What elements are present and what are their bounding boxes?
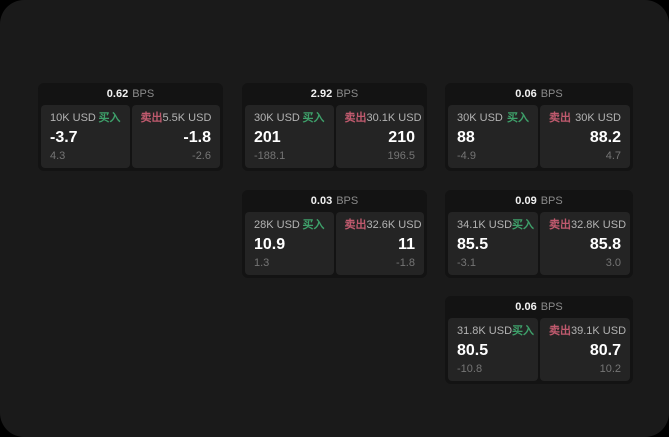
buy-side-label: 买入 (512, 325, 535, 337)
buy-quote-panel[interactable]: 10K USD 买入 -3.7 4.3 (41, 105, 130, 168)
bps-unit-label: BPS (540, 300, 563, 313)
bps-unit-label: BPS (540, 87, 563, 100)
quote-card: 0.09 BPS 34.1K USD 买入 85.5 -3.1 卖出 32.8K… (445, 190, 633, 278)
buy-side-label: 买入 (302, 219, 325, 231)
sell-delta: 10.2 (599, 363, 621, 375)
bps-unit-label: BPS (336, 87, 359, 100)
quote-card: 0.06 BPS 30K USD 买入 88 -4.9 卖出 30K USD (445, 83, 633, 171)
card-body: 10K USD 买入 -3.7 4.3 卖出 5.5K USD -1.8 -2.… (38, 104, 223, 171)
sell-price: 80.7 (589, 341, 621, 359)
buy-quote-panel[interactable]: 34.1K USD 买入 85.5 -3.1 (448, 212, 538, 275)
bps-unit-label: BPS (336, 194, 359, 207)
buy-delta: 1.3 (254, 257, 270, 269)
sell-amount: 30K USD (575, 112, 621, 124)
buy-amount: 10K USD (50, 112, 96, 124)
bps-value: 0.06 (515, 87, 537, 100)
card-body: 30K USD 买入 88 -4.9 卖出 30K USD 88.2 4.7 (445, 104, 633, 171)
buy-side-label: 买入 (302, 112, 325, 124)
bps-unit-label: BPS (540, 194, 563, 207)
sell-quote-panel[interactable]: 卖出 39.1K USD 80.7 10.2 (540, 318, 630, 381)
card-body: 30K USD 买入 201 -188.1 卖出 30.1K USD 210 1… (242, 104, 427, 171)
sell-delta: -2.6 (192, 150, 211, 162)
buy-price: 85.5 (457, 235, 489, 253)
sell-side-label: 卖出 (549, 325, 571, 337)
buy-delta: -4.9 (457, 150, 476, 162)
bps-header: 0.62 BPS (38, 83, 223, 104)
buy-quote-panel[interactable]: 30K USD 买入 201 -188.1 (245, 105, 334, 168)
card-body: 28K USD 买入 10.9 1.3 卖出 32.6K USD 11 -1.8 (242, 211, 427, 278)
bps-value: 0.09 (515, 194, 537, 207)
bps-header: 2.92 BPS (242, 83, 427, 104)
buy-price: -3.7 (50, 128, 78, 146)
sell-delta: 3.0 (605, 257, 621, 269)
sell-delta: 196.5 (387, 150, 415, 162)
buy-side-label: 买入 (512, 219, 535, 231)
buy-quote-panel[interactable]: 31.8K USD 买入 80.5 -10.8 (448, 318, 538, 381)
bps-value: 0.06 (515, 300, 537, 313)
sell-quote-panel[interactable]: 卖出 32.8K USD 85.8 3.0 (540, 212, 630, 275)
sell-delta: 4.7 (605, 150, 621, 162)
buy-price: 80.5 (457, 341, 489, 359)
sell-quote-panel[interactable]: 卖出 30.1K USD 210 196.5 (335, 105, 424, 168)
sell-side-label: 卖出 (549, 219, 571, 231)
bps-value: 0.62 (106, 87, 129, 100)
sell-price: 85.8 (589, 235, 621, 253)
quote-card: 2.92 BPS 30K USD 买入 201 -188.1 卖出 30.1K … (242, 83, 427, 171)
buy-side-label: 买入 (507, 112, 529, 124)
buy-side-label: 买入 (98, 112, 121, 124)
sell-amount: 30.1K USD (366, 112, 422, 124)
buy-delta: 4.3 (50, 150, 66, 162)
bps-value: 0.03 (310, 194, 333, 207)
buy-amount: 30K USD (457, 112, 503, 124)
buy-delta: -3.1 (457, 257, 476, 269)
card-body: 31.8K USD 买入 80.5 -10.8 卖出 39.1K USD 80.… (445, 317, 633, 384)
bps-header: 0.06 BPS (445, 296, 633, 317)
sell-side-label: 卖出 (344, 112, 367, 124)
quote-card: 0.06 BPS 31.8K USD 买入 80.5 -10.8 卖出 39.1… (445, 296, 633, 384)
buy-price: 88 (457, 128, 475, 146)
bps-header: 0.03 BPS (242, 190, 427, 211)
buy-amount: 30K USD (254, 112, 300, 124)
buy-delta: -188.1 (254, 150, 286, 162)
sell-price: -1.8 (183, 128, 211, 146)
sell-quote-panel[interactable]: 卖出 5.5K USD -1.8 -2.6 (131, 105, 220, 168)
sell-amount: 5.5K USD (162, 112, 212, 124)
sell-price: 88.2 (589, 128, 621, 146)
sell-side-label: 卖出 (140, 112, 163, 124)
sell-delta: -1.8 (396, 257, 415, 269)
buy-price: 201 (254, 128, 281, 146)
bps-header: 0.06 BPS (445, 83, 633, 104)
bps-value: 2.92 (310, 87, 333, 100)
sell-side-label: 卖出 (549, 112, 571, 124)
buy-amount: 34.1K USD (457, 219, 513, 231)
quote-card: 0.62 BPS 10K USD 买入 -3.7 4.3 卖出 5.5K USD (38, 83, 223, 171)
sell-amount: 32.6K USD (366, 219, 422, 231)
card-body: 34.1K USD 买入 85.5 -3.1 卖出 32.8K USD 85.8… (445, 211, 633, 278)
sell-price: 210 (388, 128, 415, 146)
buy-delta: -10.8 (457, 363, 483, 375)
buy-quote-panel[interactable]: 28K USD 买入 10.9 1.3 (245, 212, 334, 275)
sell-quote-panel[interactable]: 卖出 30K USD 88.2 4.7 (540, 105, 630, 168)
sell-side-label: 卖出 (344, 219, 367, 231)
sell-quote-panel[interactable]: 卖出 32.6K USD 11 -1.8 (335, 212, 424, 275)
sell-amount: 32.8K USD (571, 219, 627, 231)
buy-amount: 31.8K USD (457, 325, 513, 337)
sell-price: 11 (398, 235, 415, 253)
quote-card: 0.03 BPS 28K USD 买入 10.9 1.3 卖出 32.6K US… (242, 190, 427, 278)
buy-price: 10.9 (254, 235, 286, 253)
bps-unit-label: BPS (132, 87, 155, 100)
sell-amount: 39.1K USD (571, 325, 627, 337)
bps-header: 0.09 BPS (445, 190, 633, 211)
buy-quote-panel[interactable]: 30K USD 买入 88 -4.9 (448, 105, 538, 168)
buy-amount: 28K USD (254, 219, 300, 231)
